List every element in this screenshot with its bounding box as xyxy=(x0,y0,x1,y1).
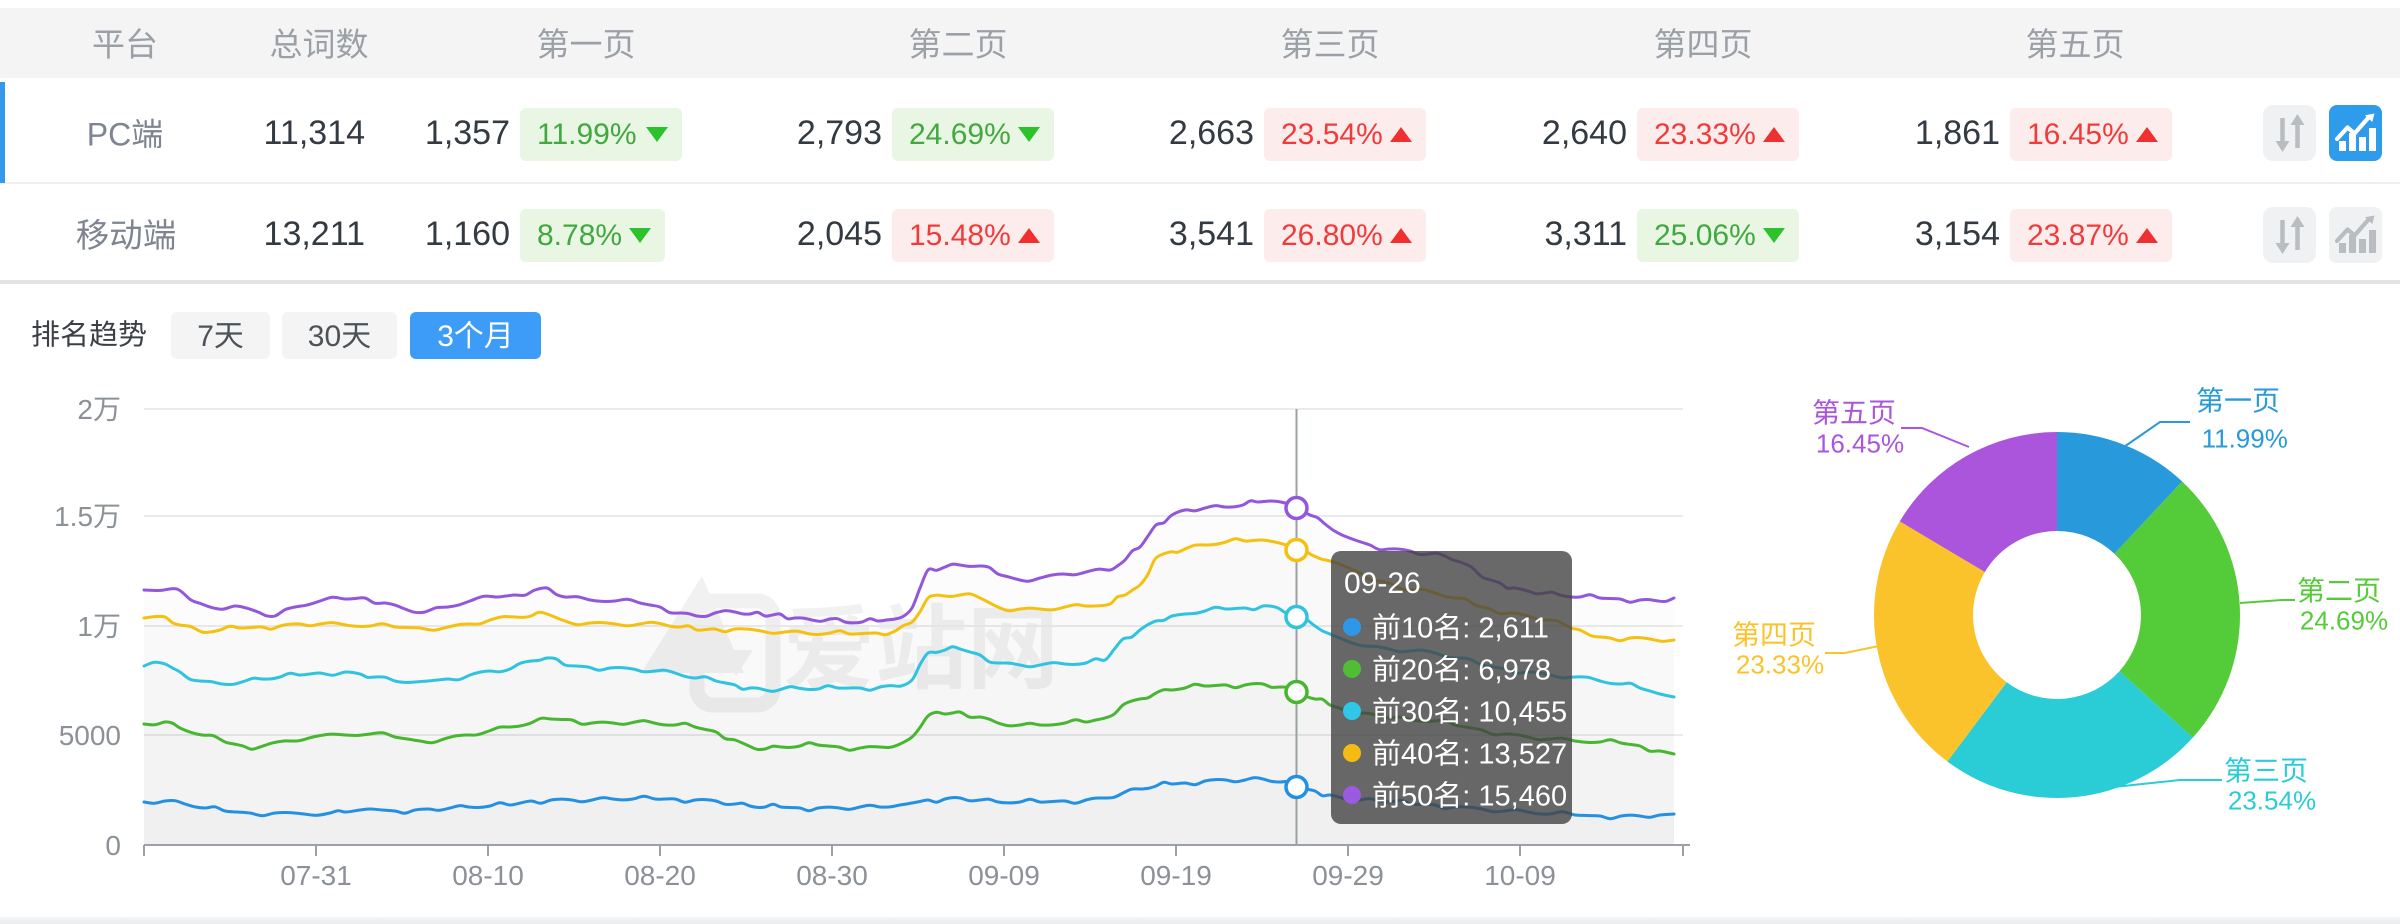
svg-text:10-09: 10-09 xyxy=(1484,860,1556,891)
svg-text:10: 10 xyxy=(1401,613,1433,645)
svg-text:08-20: 08-20 xyxy=(624,860,696,891)
svg-text:09-19: 09-19 xyxy=(1140,860,1212,891)
svg-text:PC: PC xyxy=(87,117,131,153)
svg-text:50: 50 xyxy=(1401,781,1433,813)
svg-text:23.54%: 23.54% xyxy=(2228,786,2316,816)
svg-text:: 2,611: : 2,611 xyxy=(1462,613,1549,645)
svg-text:7: 7 xyxy=(197,320,214,353)
svg-text:3: 3 xyxy=(437,320,454,353)
svg-text:1.5: 1.5 xyxy=(54,501,93,532)
svg-text:23.33%: 23.33% xyxy=(1736,650,1824,680)
svg-text:07-31: 07-31 xyxy=(280,860,352,891)
svg-text:5000: 5000 xyxy=(59,720,121,751)
svg-text:16.45%: 16.45% xyxy=(1816,429,1904,459)
svg-text:: 15,460: : 15,460 xyxy=(1462,781,1567,813)
svg-text:09-29: 09-29 xyxy=(1312,860,1384,891)
svg-text:: 13,527: : 13,527 xyxy=(1462,739,1567,771)
svg-text:20: 20 xyxy=(1401,655,1433,687)
svg-text:1: 1 xyxy=(77,611,93,642)
svg-text:09-26: 09-26 xyxy=(1344,567,1421,600)
svg-text:0: 0 xyxy=(105,830,121,861)
svg-text:24.69%: 24.69% xyxy=(2300,606,2388,636)
svg-text:30: 30 xyxy=(1401,697,1433,729)
svg-text:40: 40 xyxy=(1401,739,1433,771)
svg-text:: 10,455: : 10,455 xyxy=(1462,697,1567,729)
svg-text:08-10: 08-10 xyxy=(452,860,524,891)
svg-text:30: 30 xyxy=(308,320,341,353)
svg-text:: 6,978: : 6,978 xyxy=(1462,655,1551,687)
svg-text:2: 2 xyxy=(77,394,93,425)
svg-text:11.99%: 11.99% xyxy=(2202,424,2288,454)
svg-text:09-09: 09-09 xyxy=(968,860,1040,891)
svg-text:08-30: 08-30 xyxy=(796,860,868,891)
